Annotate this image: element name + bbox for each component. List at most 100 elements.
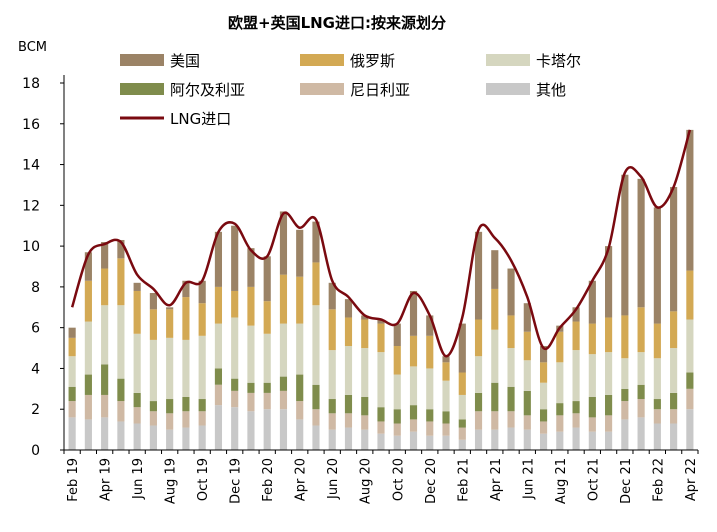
bar-segment: [263, 301, 271, 334]
y-tick-label: 16: [22, 117, 40, 133]
bar-segment: [231, 378, 239, 391]
bar-segment: [523, 303, 531, 332]
bar-segment: [588, 323, 596, 355]
bar-segment: [214, 405, 223, 450]
x-tick-label: Feb 22: [651, 458, 666, 502]
bar-segment: [214, 231, 223, 287]
bar-segment: [68, 401, 76, 418]
y-tick-label: 14: [22, 158, 40, 174]
bar-segment: [101, 417, 109, 450]
bar-segment: [572, 321, 580, 351]
bar-segment: [149, 401, 157, 412]
bar-segment: [377, 352, 385, 408]
bar-segment: [68, 337, 76, 357]
bar-segment: [84, 394, 92, 420]
y-axis-unit-label: BCM: [18, 40, 47, 55]
bar-segment: [409, 366, 418, 406]
bar-segment: [101, 364, 109, 395]
bar-segment: [68, 356, 76, 387]
bar-segment: [214, 368, 223, 385]
bar-segment: [231, 290, 239, 318]
legend-label: 其他: [536, 81, 566, 99]
bar-segment: [84, 252, 92, 281]
bar-segment: [182, 396, 190, 412]
bar-segment: [247, 392, 255, 412]
bar-segment: [68, 386, 76, 402]
legend-swatch: [300, 83, 344, 95]
x-tick-label: Aug 19: [164, 458, 179, 504]
x-tick-label: Apr 20: [294, 458, 309, 501]
bar-segment: [361, 429, 369, 450]
x-tick-label: Dec 21: [619, 458, 634, 504]
bar-segment: [166, 413, 174, 430]
bar-segment: [84, 419, 92, 450]
bar-segment: [166, 309, 174, 338]
x-tick-label: Feb 20: [261, 458, 276, 502]
legend-label: 尼日利亚: [350, 81, 410, 99]
bar-segment: [263, 392, 271, 410]
bar-segment: [637, 384, 645, 400]
bar-segment: [198, 335, 206, 400]
bar-segment: [133, 282, 141, 291]
x-tick-label: Feb 19: [66, 458, 81, 502]
bar-segment: [507, 427, 515, 450]
bar-segment: [653, 358, 661, 400]
bar-segment: [507, 386, 515, 412]
bar-segment: [393, 323, 401, 347]
y-tick-label: 6: [31, 321, 40, 337]
bar-segment: [393, 435, 401, 450]
bar-segment: [491, 411, 499, 430]
bar-segment: [198, 425, 206, 450]
bar-segment: [68, 417, 76, 450]
bar-segment: [474, 356, 483, 393]
bar-segment: [458, 419, 466, 428]
legend-swatch: [120, 54, 164, 66]
bar-segment: [458, 394, 466, 420]
bar-segment: [117, 378, 125, 402]
bar-segment: [182, 297, 190, 340]
bar-segment: [68, 327, 76, 338]
bar-segment: [539, 421, 548, 434]
bar-segment: [491, 429, 499, 450]
bar-segment: [686, 409, 694, 450]
bar-segment: [149, 339, 157, 402]
bar-segment: [507, 348, 515, 387]
bar-segment: [344, 317, 353, 347]
bar-segment: [474, 392, 483, 412]
bar-segment: [556, 403, 564, 416]
bar-segment: [117, 258, 125, 306]
y-tick-label: 10: [22, 239, 40, 255]
bar-segment: [686, 129, 694, 271]
bar-segment: [312, 384, 320, 410]
bar-segment: [458, 372, 466, 395]
bar-segment: [149, 309, 157, 340]
bar-segment: [539, 433, 548, 450]
bar-segment: [539, 382, 548, 410]
bar-segment: [621, 174, 629, 316]
bar-segment: [605, 317, 613, 353]
bar-segment: [637, 399, 645, 418]
bar-segment: [198, 303, 206, 336]
bar-segment: [198, 280, 206, 304]
legend-label: 卡塔尔: [536, 52, 581, 70]
y-tick-label: 8: [31, 280, 40, 296]
bar-segment: [588, 417, 596, 432]
bar-segment: [328, 429, 336, 450]
bar-segment: [182, 339, 190, 397]
x-tick-label: Feb 21: [456, 458, 471, 502]
bar-segment: [491, 288, 499, 330]
bar-segment: [328, 350, 336, 400]
bar-segment: [670, 423, 678, 450]
bar-segment: [231, 390, 239, 408]
bar-segment: [166, 337, 174, 400]
bar-segment: [263, 333, 271, 383]
chart-title: 欧盟+英国LNG进口:按来源划分: [228, 14, 446, 32]
bar-segment: [133, 392, 141, 408]
bar-segment: [605, 431, 613, 450]
x-tick-label: Apr 22: [684, 458, 699, 501]
bar-segment: [166, 399, 174, 414]
bar-segment: [556, 362, 564, 404]
total-imports-line: [70, 129, 692, 358]
